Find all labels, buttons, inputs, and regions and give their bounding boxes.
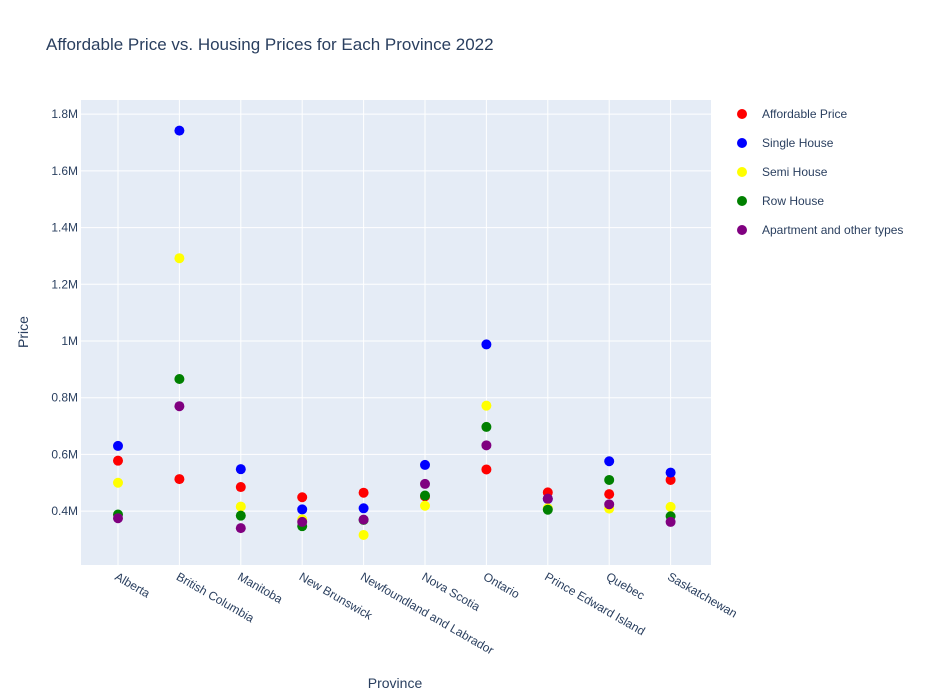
- data-point[interactable]: [604, 474, 615, 485]
- data-point[interactable]: [174, 125, 185, 136]
- legend-item[interactable]: Row House: [737, 194, 824, 208]
- data-point[interactable]: [235, 482, 246, 493]
- x-tick-label: Ontario: [481, 569, 522, 601]
- legend-marker: [737, 138, 747, 148]
- data-point[interactable]: [174, 474, 185, 485]
- legend[interactable]: Affordable Price Single House Semi House Ro…: [737, 107, 903, 237]
- data-point[interactable]: [604, 499, 615, 510]
- y-tick-label: 1.8M: [51, 107, 78, 121]
- data-point[interactable]: [358, 514, 369, 525]
- x-tick-label: Manitoba: [235, 569, 285, 606]
- data-point[interactable]: [113, 477, 123, 488]
- data-point[interactable]: [113, 513, 123, 524]
- legend-item[interactable]: Semi House: [737, 165, 828, 179]
- data-point[interactable]: [358, 503, 369, 514]
- legend-label: Affordable Price: [762, 107, 847, 121]
- data-point[interactable]: [665, 516, 676, 527]
- x-axis-title: Province: [368, 675, 423, 691]
- legend-marker: [737, 109, 747, 119]
- data-point[interactable]: [481, 339, 492, 350]
- y-tick-label: 1.2M: [51, 277, 78, 291]
- y-tick-label: 0.8M: [51, 391, 78, 405]
- data-point[interactable]: [235, 510, 246, 521]
- data-point[interactable]: [604, 489, 615, 500]
- data-point[interactable]: [542, 493, 553, 504]
- legend-marker: [737, 196, 747, 206]
- data-point[interactable]: [174, 374, 185, 384]
- data-point[interactable]: [113, 455, 123, 466]
- data-points: [113, 125, 676, 540]
- y-axis-title: Price: [15, 316, 31, 348]
- data-point[interactable]: [174, 253, 185, 264]
- data-point[interactable]: [604, 456, 615, 467]
- x-tick-label: Prince Edward Island: [542, 569, 647, 638]
- x-tick-label: Saskatchewan: [665, 569, 740, 620]
- x-tick-label: Alberta: [113, 569, 153, 600]
- plot-area: [81, 100, 711, 565]
- y-tick-label: 1.6M: [51, 164, 78, 178]
- data-point[interactable]: [297, 492, 308, 503]
- legend-label: Semi House: [762, 165, 828, 179]
- data-point[interactable]: [481, 400, 492, 411]
- data-point[interactable]: [481, 464, 492, 475]
- data-point[interactable]: [420, 490, 430, 501]
- data-point[interactable]: [420, 500, 430, 511]
- data-point[interactable]: [235, 523, 246, 534]
- data-point[interactable]: [358, 487, 369, 498]
- legend-label: Row House: [762, 194, 824, 208]
- data-point[interactable]: [665, 501, 676, 512]
- series-4: [113, 401, 676, 534]
- y-tick-label: 0.4M: [51, 504, 78, 518]
- legend-marker: [737, 225, 747, 235]
- legend-label: Single House: [762, 136, 834, 150]
- data-point[interactable]: [665, 474, 676, 485]
- data-point[interactable]: [297, 516, 308, 527]
- data-point[interactable]: [297, 504, 308, 515]
- data-point[interactable]: [113, 440, 123, 451]
- chart-title: Affordable Price vs. Housing Prices for …: [46, 35, 494, 54]
- data-point[interactable]: [481, 440, 492, 451]
- x-tick-label: Quebec: [604, 569, 647, 602]
- legend-item[interactable]: Single House: [737, 136, 834, 150]
- data-point[interactable]: [481, 421, 492, 432]
- data-point[interactable]: [235, 464, 246, 475]
- y-tick-label: 1.4M: [51, 221, 78, 235]
- legend-item[interactable]: Apartment and other types: [737, 223, 903, 237]
- data-point[interactable]: [420, 459, 430, 470]
- data-point[interactable]: [235, 501, 246, 512]
- y-tick-label: 1M: [61, 334, 78, 348]
- legend-item[interactable]: Affordable Price: [737, 107, 847, 121]
- data-point[interactable]: [174, 401, 185, 412]
- legend-marker: [737, 167, 747, 177]
- y-axis-ticks: 0.4M 0.6M 0.8M 1M 1.2M 1.4M 1.6M 1.8M: [51, 107, 78, 518]
- legend-label: Apartment and other types: [762, 223, 903, 237]
- y-tick-label: 0.6M: [51, 447, 78, 461]
- data-point[interactable]: [420, 478, 430, 489]
- data-point[interactable]: [358, 529, 369, 540]
- data-point[interactable]: [542, 504, 553, 515]
- data-point[interactable]: [665, 467, 676, 478]
